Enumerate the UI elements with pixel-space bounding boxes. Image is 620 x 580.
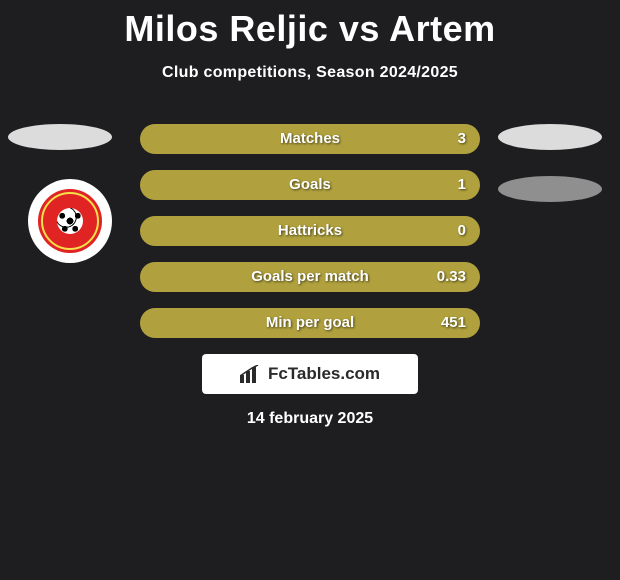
bar-chart-icon xyxy=(240,365,262,383)
stat-bar-label: Matches xyxy=(140,124,480,154)
stat-bar-value: 1 xyxy=(458,170,466,200)
stat-bar-label: Hattricks xyxy=(140,216,480,246)
stat-bar-value: 451 xyxy=(441,308,466,338)
stats-bars: Matches3Goals1Hattricks0Goals per match0… xyxy=(140,124,480,354)
club-badge xyxy=(28,179,112,263)
stat-bar-label: Goals xyxy=(140,170,480,200)
brand-text: FcTables.com xyxy=(268,364,380,384)
right-player-placeholder-2 xyxy=(498,176,602,202)
stat-bar: Min per goal451 xyxy=(140,308,480,338)
stat-bar: Matches3 xyxy=(140,124,480,154)
stat-bar: Goals1 xyxy=(140,170,480,200)
stat-bar: Hattricks0 xyxy=(140,216,480,246)
page-subtitle: Club competitions, Season 2024/2025 xyxy=(0,64,620,82)
left-player-placeholder xyxy=(8,124,112,150)
right-player-placeholder-1 xyxy=(498,124,602,150)
stat-bar-label: Min per goal xyxy=(140,308,480,338)
brand-box: FcTables.com xyxy=(202,354,418,394)
stat-bar-label: Goals per match xyxy=(140,262,480,292)
soccer-ball-icon xyxy=(57,208,84,235)
date-text: 14 february 2025 xyxy=(0,410,620,428)
stat-bar-value: 0.33 xyxy=(437,262,466,292)
club-badge-inner xyxy=(38,189,102,253)
page-title: Milos Reljic vs Artem xyxy=(0,0,620,50)
stat-bar-value: 0 xyxy=(458,216,466,246)
stat-bar: Goals per match0.33 xyxy=(140,262,480,292)
stat-bar-value: 3 xyxy=(458,124,466,154)
